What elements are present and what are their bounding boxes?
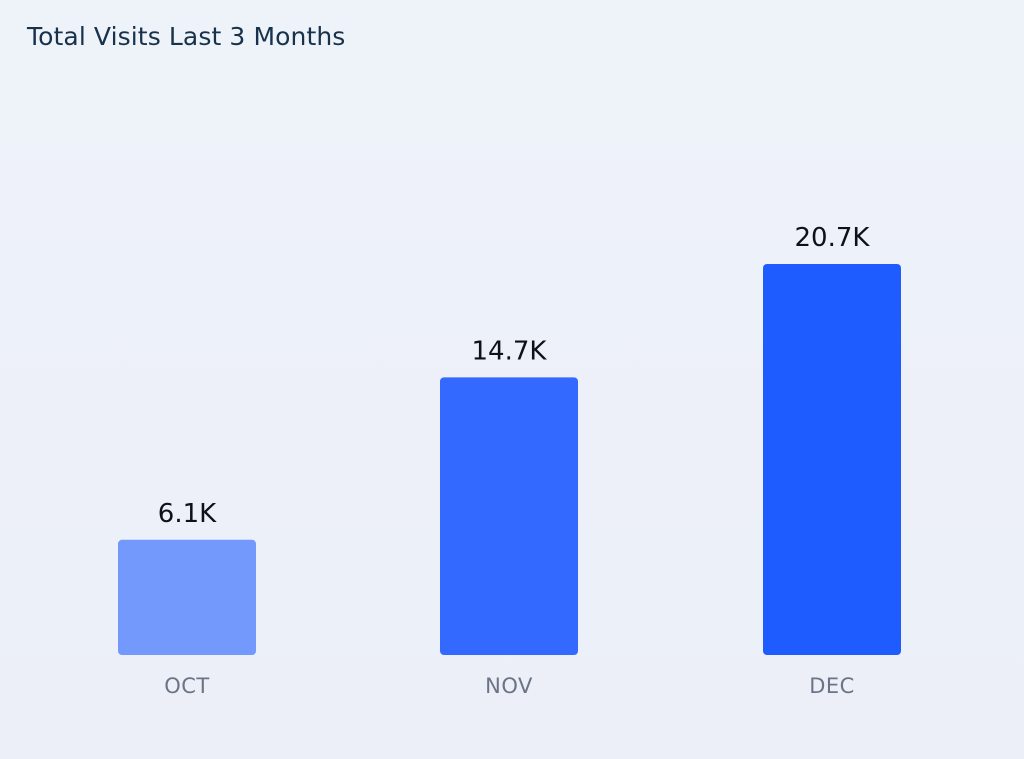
value-label-nov: 14.7K bbox=[472, 336, 548, 366]
bar-nov bbox=[440, 377, 578, 655]
chart-title: Total Visits Last 3 Months bbox=[27, 22, 346, 51]
category-label-oct: OCT bbox=[164, 674, 210, 698]
bar-oct bbox=[118, 539, 256, 655]
bars-layer bbox=[118, 264, 901, 655]
bar-dec bbox=[763, 264, 901, 655]
value-label-oct: 6.1K bbox=[158, 499, 217, 529]
category-label-nov: NOV bbox=[485, 674, 533, 698]
value-label-dec: 20.7K bbox=[795, 223, 871, 253]
value-labels-layer: 6.1K 14.7K 20.7K bbox=[158, 223, 871, 529]
category-labels-layer: OCT NOV DEC bbox=[164, 674, 855, 698]
category-label-dec: DEC bbox=[809, 674, 855, 698]
